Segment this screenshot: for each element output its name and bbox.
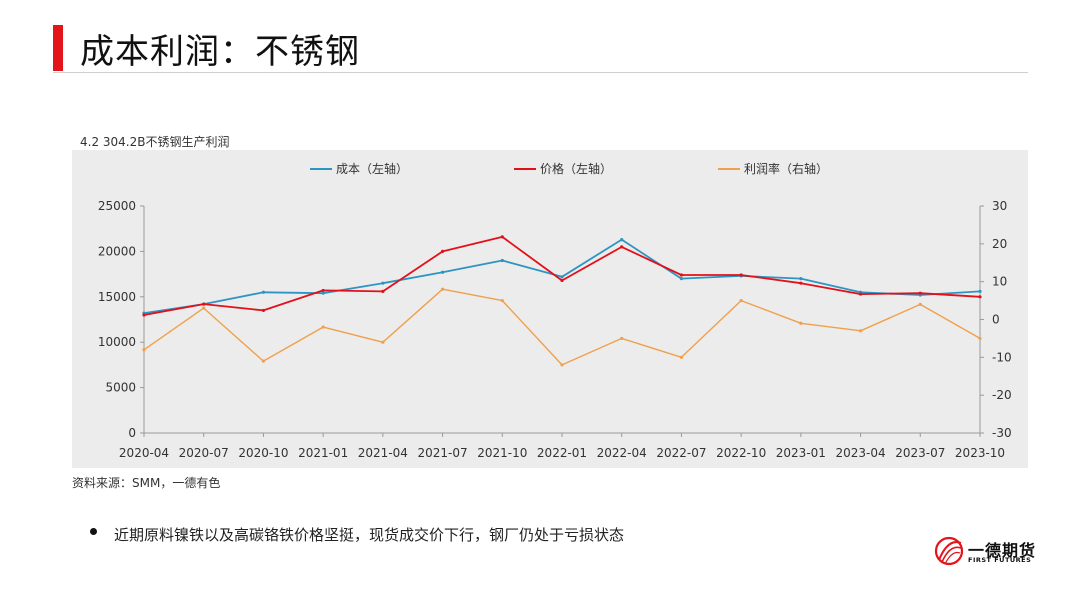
- x-tick-label: 2022-04: [597, 446, 647, 460]
- chart-caption: 4.2 304.2B不锈钢生产利润: [80, 135, 230, 149]
- logo-name: 一德期货: [968, 541, 1037, 560]
- y-left-tick-label: 25000: [98, 199, 136, 213]
- title-divider: [53, 72, 1028, 73]
- data-point-0: [440, 270, 445, 274]
- data-point-0: [620, 237, 624, 242]
- x-tick-label: 2022-10: [716, 446, 766, 460]
- data-point-2: [799, 321, 803, 325]
- data-point-0: [679, 277, 684, 281]
- logo-subtitle: FIRST FUTURES: [968, 556, 1032, 564]
- data-point-2: [261, 359, 266, 363]
- data-point-1: [560, 278, 564, 283]
- data-point-1: [440, 249, 445, 253]
- data-point-1: [799, 281, 803, 285]
- data-point-2: [858, 329, 863, 333]
- x-tick-label: 2023-10: [955, 446, 1005, 460]
- data-point-1: [918, 291, 922, 295]
- y-right-tick-label: 10: [992, 275, 1007, 289]
- x-tick-label: 2022-01: [537, 446, 587, 460]
- x-tick-label: 2023-04: [836, 446, 886, 460]
- legend-label-0: 成本（左轴）: [336, 161, 408, 176]
- company-logo: 一德期货 FIRST FUTURES: [934, 534, 1037, 568]
- x-tick-label: 2023-01: [776, 446, 826, 460]
- y-left-tick-label: 5000: [105, 381, 136, 395]
- data-point-0: [261, 290, 266, 294]
- x-tick-label: 2022-07: [656, 446, 706, 460]
- x-tick-label: 2020-10: [238, 446, 288, 460]
- data-point-2: [739, 298, 743, 303]
- y-right-tick-label: 30: [992, 199, 1007, 213]
- y-left-tick-label: 10000: [98, 335, 136, 349]
- data-point-0: [978, 289, 982, 293]
- data-point-0: [381, 281, 385, 285]
- data-point-2: [679, 355, 684, 359]
- x-tick-label: 2020-07: [179, 446, 229, 460]
- y-right-tick-label: -20: [992, 388, 1012, 402]
- data-point-2: [202, 306, 206, 310]
- bullet-text: 近期原料镍铁以及高碳铬铁价格坚挺，现货成交价下行，钢厂仍处于亏损状态: [114, 526, 625, 544]
- y-left-tick-label: 15000: [98, 290, 136, 304]
- x-tick-label: 2021-07: [418, 446, 468, 460]
- line-chart: 25000 20000 15000 10000 5000 0 30 20 10 0 -10 -20 -3…: [98, 161, 1012, 460]
- data-point-1: [620, 245, 624, 249]
- y-right-tick-label: 0: [992, 313, 1000, 327]
- data-point-1: [858, 292, 863, 296]
- x-tick-label: 2020-04: [119, 446, 169, 460]
- data-point-2: [440, 287, 445, 291]
- legend-label-1: 价格（左轴）: [540, 161, 612, 176]
- data-point-1: [739, 273, 743, 277]
- data-point-1: [142, 313, 146, 317]
- data-point-2: [918, 302, 922, 306]
- first-futures-logo-icon: [934, 536, 964, 566]
- y-right-tick-label: 20: [992, 237, 1007, 251]
- x-tick-label: 2021-10: [477, 446, 527, 460]
- data-point-2: [620, 336, 624, 341]
- data-point-2: [142, 348, 146, 352]
- y-right-tick-label: -10: [992, 350, 1012, 364]
- y-left-tick-label: 0: [128, 426, 136, 440]
- data-point-0: [500, 258, 504, 263]
- y-left-tick-label: 20000: [98, 244, 136, 258]
- page-title: 成本利润：不锈钢: [80, 32, 360, 72]
- data-point-1: [679, 273, 684, 277]
- y-right-tick-label: -30: [992, 426, 1012, 440]
- bullet-dot: [90, 528, 97, 535]
- data-point-1: [261, 308, 266, 313]
- x-tick-label: 2021-01: [298, 446, 348, 460]
- data-point-1: [381, 289, 385, 293]
- data-point-2: [500, 298, 504, 303]
- data-point-1: [978, 295, 982, 299]
- data-point-2: [381, 340, 385, 344]
- source-note: 资料来源：SMM，一德有色: [72, 476, 221, 490]
- data-point-2: [978, 336, 982, 341]
- series-line-2: [143, 288, 981, 366]
- data-point-2: [321, 325, 325, 329]
- data-point-0: [560, 275, 564, 279]
- data-point-0: [799, 277, 803, 281]
- chart-area: 25000 20000 15000 10000 5000 0 30 20 10 0 -10 -20 -3…: [72, 150, 1028, 468]
- title-accent-bar: [53, 25, 63, 71]
- data-point-2: [560, 363, 564, 367]
- data-point-0: [321, 291, 325, 295]
- x-tick-label: 2021-04: [358, 446, 408, 460]
- x-tick-label: 2023-07: [895, 446, 945, 460]
- legend-label-2: 利润率（右轴）: [744, 161, 828, 176]
- data-point-1: [202, 302, 206, 306]
- data-point-1: [321, 288, 325, 293]
- data-point-1: [500, 235, 504, 239]
